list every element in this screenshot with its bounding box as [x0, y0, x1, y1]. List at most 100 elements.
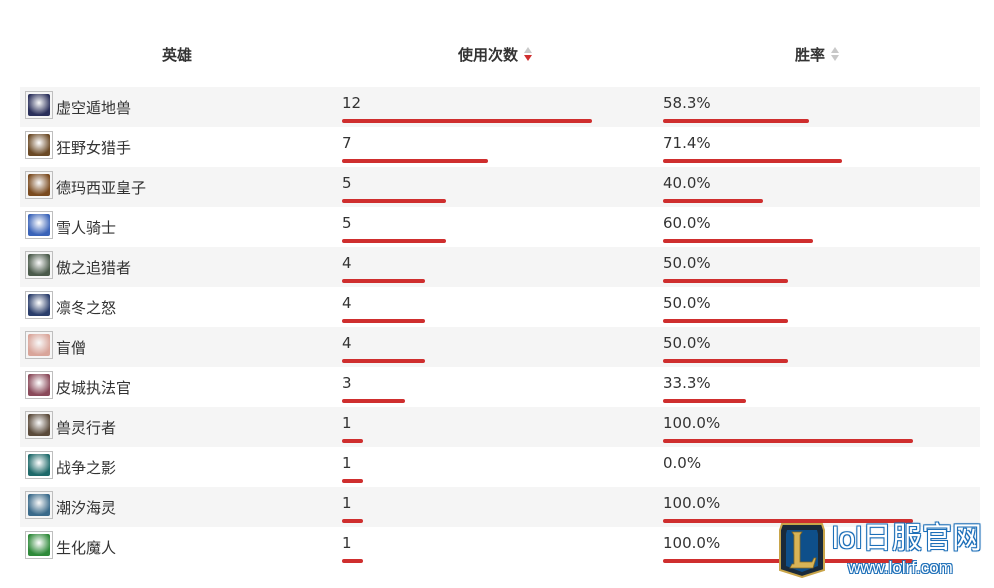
- zac-portrait-icon: [25, 531, 53, 559]
- usage-count-bar: [342, 559, 363, 563]
- win-rate: 58.3%: [663, 94, 711, 112]
- win-rate-bar: [663, 159, 842, 163]
- table-body: 虚空遁地兽 12 58.3% 狂野女猎手 7 71.4% 德玛西亚皇子 5 40.0% 雪人骑士 5…: [20, 87, 980, 567]
- win-rate-bar: [663, 199, 763, 203]
- usage-count-bar: [342, 479, 363, 483]
- hero-name: 雪人骑士: [56, 219, 117, 237]
- sort-desc-icon: [831, 55, 840, 61]
- win-rate: 50.0%: [663, 254, 711, 272]
- hero-name: 生化魔人: [56, 539, 117, 557]
- table-row[interactable]: 战争之影 1 0.0%: [20, 447, 980, 487]
- win-rate-bar: [663, 119, 809, 123]
- column-header-winrate[interactable]: 胜率: [795, 45, 840, 65]
- sort-desc-icon: [524, 55, 533, 61]
- win-rate: 50.0%: [663, 294, 711, 312]
- table-row[interactable]: 虚空遁地兽 12 58.3%: [20, 87, 980, 127]
- table-row[interactable]: 兽灵行者 1 100.0%: [20, 407, 980, 447]
- win-rate-bar: [663, 359, 788, 363]
- usage-count: 12: [342, 94, 362, 112]
- avatar-image: [28, 494, 50, 516]
- column-header-count[interactable]: 使用次数: [458, 45, 533, 65]
- usage-count: 4: [342, 334, 352, 352]
- win-rate: 100.0%: [663, 534, 721, 552]
- usage-count: 1: [342, 494, 352, 512]
- avatar-image: [28, 134, 50, 156]
- jarvan-portrait-icon: [25, 171, 53, 199]
- rek-sai-portrait-icon: [25, 91, 53, 119]
- usage-count-bar: [342, 199, 446, 203]
- hero-name: 盲僧: [56, 339, 87, 357]
- usage-count: 4: [342, 254, 352, 272]
- usage-count-bar: [342, 279, 425, 283]
- watermark-url: www.lolrf.com: [848, 558, 953, 577]
- column-header-winrate-label: 胜率: [795, 46, 826, 64]
- sort-asc-icon: [831, 47, 840, 53]
- watermark-title: lol日服官网: [832, 522, 983, 555]
- avatar-image: [28, 254, 50, 276]
- win-rate: 100.0%: [663, 494, 721, 512]
- win-rate: 0.0%: [663, 454, 702, 472]
- usage-count: 1: [342, 534, 352, 552]
- usage-count-bar: [342, 319, 425, 323]
- usage-count-bar: [342, 439, 363, 443]
- usage-count: 4: [342, 294, 352, 312]
- win-rate-bar: [663, 399, 746, 403]
- hero-name: 兽灵行者: [56, 419, 117, 437]
- table-row[interactable]: 皮城执法官 3 33.3%: [20, 367, 980, 407]
- usage-count-bar: [342, 359, 425, 363]
- sort-icon[interactable]: [524, 46, 533, 62]
- usage-count: 1: [342, 414, 352, 432]
- rengar-portrait-icon: [25, 251, 53, 279]
- usage-count-bar: [342, 119, 592, 123]
- nidalee-portrait-icon: [25, 131, 53, 159]
- win-rate: 40.0%: [663, 174, 711, 192]
- avatar-image: [28, 174, 50, 196]
- avatar-image: [28, 454, 50, 476]
- win-rate: 71.4%: [663, 134, 711, 152]
- hero-name: 潮汐海灵: [56, 499, 117, 517]
- hero-name: 狂野女猎手: [56, 139, 132, 157]
- win-rate: 33.3%: [663, 374, 711, 392]
- lee-sin-portrait-icon: [25, 331, 53, 359]
- avatar-image: [28, 294, 50, 316]
- usage-count: 7: [342, 134, 352, 152]
- avatar-image: [28, 94, 50, 116]
- vi-portrait-icon: [25, 371, 53, 399]
- league-logo-icon: [779, 523, 825, 578]
- table-row[interactable]: 盲僧 4 50.0%: [20, 327, 980, 367]
- fizz-portrait-icon: [25, 491, 53, 519]
- win-rate: 50.0%: [663, 334, 711, 352]
- win-rate-bar: [663, 519, 913, 523]
- hero-name: 战争之影: [56, 459, 117, 477]
- table-row[interactable]: 狂野女猎手 7 71.4%: [20, 127, 980, 167]
- win-rate-bar: [663, 279, 788, 283]
- hero-name: 皮城执法官: [56, 379, 132, 397]
- column-header-hero-label: 英雄: [162, 46, 193, 64]
- table-row[interactable]: 潮汐海灵 1 100.0%: [20, 487, 980, 527]
- win-rate: 60.0%: [663, 214, 711, 232]
- usage-count: 3: [342, 374, 352, 392]
- avatar-image: [28, 374, 50, 396]
- column-header-count-label: 使用次数: [458, 46, 519, 64]
- usage-count: 5: [342, 174, 352, 192]
- table-header: 英雄 使用次数 胜率: [20, 0, 980, 87]
- win-rate-bar: [663, 319, 788, 323]
- avatar-image: [28, 214, 50, 236]
- table-row[interactable]: 雪人骑士 5 60.0%: [20, 207, 980, 247]
- site-watermark: lol日服官网 www.lolrf.com: [778, 522, 988, 580]
- usage-count: 5: [342, 214, 352, 232]
- avatar-image: [28, 534, 50, 556]
- sejuani-portrait-icon: [25, 291, 53, 319]
- table-row[interactable]: 德玛西亚皇子 5 40.0%: [20, 167, 980, 207]
- sort-icon[interactable]: [831, 46, 840, 62]
- avatar-image: [28, 414, 50, 436]
- column-header-hero: 英雄: [162, 45, 192, 65]
- win-rate: 100.0%: [663, 414, 721, 432]
- table-row[interactable]: 凛冬之怒 4 50.0%: [20, 287, 980, 327]
- hero-name: 德玛西亚皇子: [56, 179, 147, 197]
- usage-count-bar: [342, 159, 488, 163]
- usage-count: 1: [342, 454, 352, 472]
- hero-name: 虚空遁地兽: [56, 99, 132, 117]
- table-row[interactable]: 傲之追猎者 4 50.0%: [20, 247, 980, 287]
- win-rate-bar: [663, 239, 813, 243]
